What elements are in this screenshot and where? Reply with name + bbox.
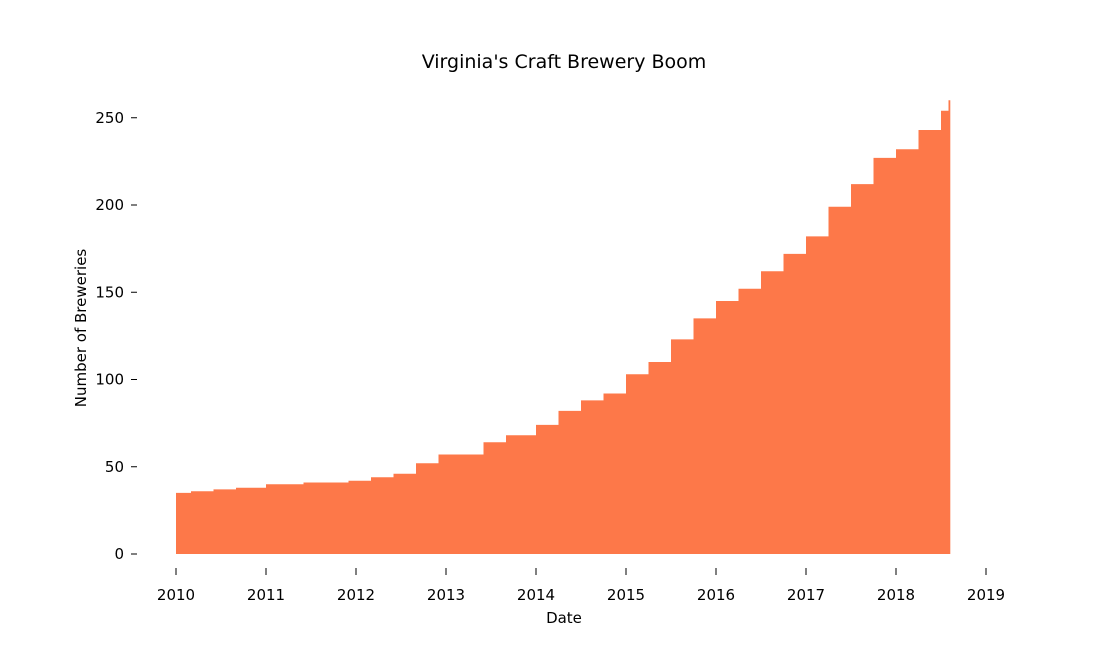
y-tick-label: 200 (95, 196, 124, 214)
x-tick-label: 2015 (607, 586, 645, 604)
x-tick-label: 2012 (337, 586, 375, 604)
area-series-0 (176, 100, 951, 555)
plot-area (176, 100, 951, 555)
x-tick-label: 2010 (157, 586, 195, 604)
x-axis: 2010 2011 2012 2013 2014 2015 2016 2017 2018 2019 (157, 568, 1005, 604)
x-tick-label: 2014 (517, 586, 555, 604)
x-tick-label: 2016 (697, 586, 735, 604)
y-tick-label: 50 (105, 458, 124, 476)
y-tick-label: 100 (95, 371, 124, 389)
x-tick-label: 2018 (877, 586, 915, 604)
x-tick-label: 2019 (967, 586, 1005, 604)
y-tick-label: 250 (95, 109, 124, 127)
x-axis-label: Date (546, 609, 582, 627)
y-axis-label: Number of Breweries (72, 249, 90, 408)
x-tick-label: 2011 (247, 586, 285, 604)
y-axis: 0 50 100 150 200 250 (95, 109, 137, 563)
y-tick-label: 150 (95, 283, 124, 301)
y-tick-label: 0 (114, 545, 124, 563)
x-tick-label: 2013 (427, 586, 465, 604)
chart-title: Virginia's Craft Brewery Boom (422, 51, 707, 73)
x-tick-label: 2017 (787, 586, 825, 604)
